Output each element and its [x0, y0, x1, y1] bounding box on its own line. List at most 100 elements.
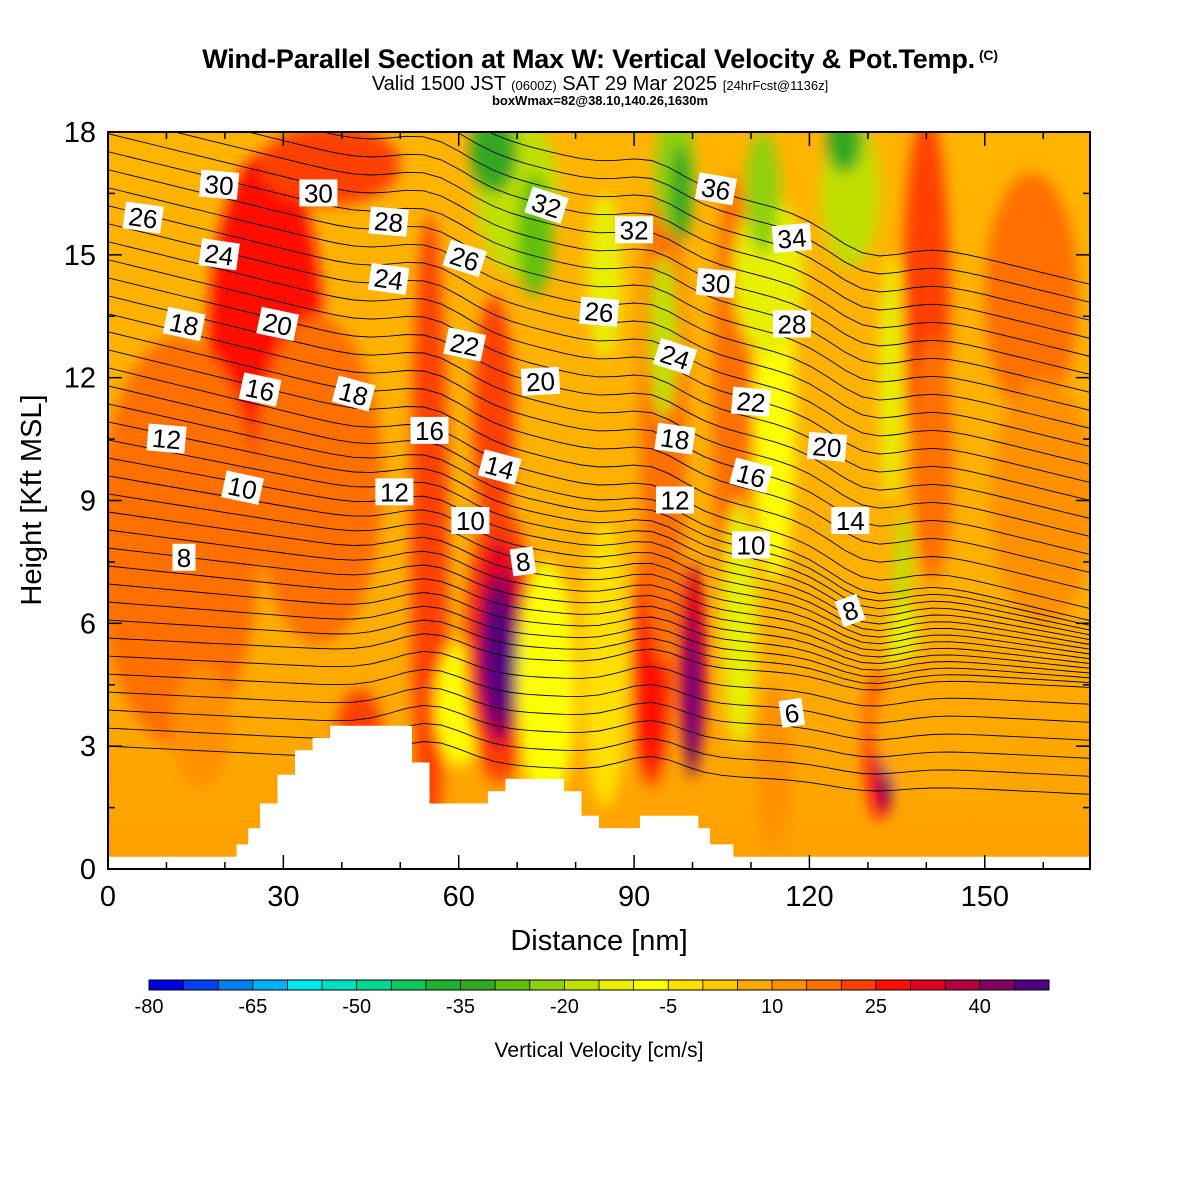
svg-text:20: 20 — [260, 307, 295, 342]
isentrope-line — [108, 457, 1090, 641]
colorbar-swatch — [425, 980, 461, 990]
isentrope-label: 34 — [771, 222, 812, 255]
isentrope-line — [108, 529, 1090, 660]
svg-text:36: 36 — [699, 172, 733, 207]
isentrope-line — [108, 511, 1090, 655]
isentrope-line — [108, 169, 1090, 411]
colorbar-swatch — [564, 980, 600, 990]
svg-text:6: 6 — [783, 698, 802, 730]
isentrope-label: 32 — [615, 215, 654, 245]
isentrope-label: 6 — [778, 698, 806, 730]
isentrope-label: 24 — [367, 263, 410, 297]
colorbar-tick-label: 10 — [761, 996, 783, 1018]
isentrope-line — [108, 741, 1090, 795]
svg-text:34: 34 — [776, 222, 807, 254]
svg-text:24: 24 — [372, 263, 405, 297]
velocity-cell — [470, 132, 518, 194]
x-axis-label: Distance [nm] — [510, 925, 687, 957]
isentrope-label: 30 — [199, 169, 240, 201]
colorbar-tick-label: -20 — [550, 996, 579, 1018]
x-tick-label: 120 — [785, 881, 833, 913]
isentrope-line — [108, 133, 1090, 375]
isentrope-line — [108, 439, 1090, 636]
isentrope-label: 12 — [656, 486, 694, 516]
x-tick-label: 30 — [267, 881, 299, 913]
isentrope-label: 26 — [578, 296, 620, 328]
isentrope-label: 8 — [509, 546, 537, 578]
box-line: boxWmax=82@38.10,140.26,1630m — [491, 93, 709, 108]
isentrope-label: 14 — [831, 506, 870, 536]
x-tick-label: 0 — [100, 881, 116, 913]
colorbar-swatch — [979, 980, 1015, 990]
colorbar-swatch — [529, 980, 565, 990]
velocity-cell — [648, 254, 678, 419]
svg-text:30: 30 — [304, 178, 333, 208]
svg-text:26: 26 — [583, 296, 614, 328]
isentrope-line — [108, 493, 1090, 650]
isentrope-label: 16 — [729, 457, 773, 494]
velocity-cell — [260, 132, 401, 206]
isentrope-line — [108, 385, 1090, 622]
colorbar-swatch — [702, 980, 738, 990]
isentrope-line — [455, 132, 1090, 303]
isentrope-label: 18 — [654, 422, 696, 456]
velocity-cell — [894, 512, 912, 612]
isentrope-label: 24 — [198, 238, 240, 272]
velocity-cell — [879, 254, 903, 501]
x-tick-label: 150 — [961, 881, 1009, 913]
isentrope-line — [108, 601, 1090, 679]
isentrope-label: 20 — [520, 366, 561, 398]
colorbar-swatch — [875, 980, 911, 990]
isentrope-line — [488, 132, 1090, 285]
y-tick-label: 9 — [80, 486, 96, 518]
isentrope-label: 10 — [732, 531, 770, 561]
isentrope-line — [108, 633, 1090, 691]
y-tick-label: 15 — [64, 240, 96, 272]
svg-text:30: 30 — [700, 267, 731, 299]
colorbar-swatch — [356, 980, 392, 990]
isentrope-label: 22 — [730, 386, 772, 418]
colorbar-swatch — [149, 980, 184, 990]
isentrope-label: 10 — [451, 506, 490, 536]
colorbar-tick-label: -35 — [446, 996, 475, 1018]
isentrope-label: 36 — [694, 172, 738, 207]
isentrope-line — [108, 704, 1090, 759]
svg-text:16: 16 — [415, 416, 444, 446]
isentrope-line — [108, 223, 1090, 465]
colorbar-swatch — [287, 980, 323, 990]
isentrope-line — [108, 241, 1090, 483]
velocity-cell — [745, 132, 781, 255]
y-axis-label: Height [Kft MSL] — [16, 394, 48, 605]
svg-text:20: 20 — [811, 431, 842, 463]
isentrope-line — [108, 151, 1090, 393]
isentrope-label: 32 — [524, 186, 569, 224]
velocity-cell — [686, 643, 699, 767]
colorbar-swatch — [806, 980, 842, 990]
x-tick-label: 60 — [443, 881, 475, 913]
terrain — [108, 725, 1090, 869]
velocity-cell — [670, 144, 692, 243]
isentrope-line — [108, 722, 1090, 777]
isentrope-label: 12 — [146, 423, 187, 455]
svg-text:22: 22 — [447, 327, 482, 362]
y-tick-label: 18 — [64, 117, 96, 149]
svg-text:32: 32 — [620, 215, 649, 245]
y-tick-label: 3 — [80, 731, 96, 763]
svg-text:24: 24 — [203, 238, 236, 272]
svg-text:14: 14 — [836, 506, 865, 536]
colorbar-swatch — [772, 980, 807, 990]
svg-text:28: 28 — [777, 309, 806, 339]
isentrope-line — [108, 547, 1090, 665]
isentrope-label: 16 — [410, 416, 449, 446]
svg-text:12: 12 — [380, 477, 409, 507]
velocity-cell — [172, 664, 231, 788]
isentrope-line — [108, 475, 1090, 645]
colorbar-tick-label: -50 — [342, 996, 371, 1018]
isentrope-line — [320, 132, 1090, 321]
velocity-cell — [581, 521, 629, 808]
colorbar-swatch — [391, 980, 427, 990]
velocity-cell — [483, 594, 510, 718]
